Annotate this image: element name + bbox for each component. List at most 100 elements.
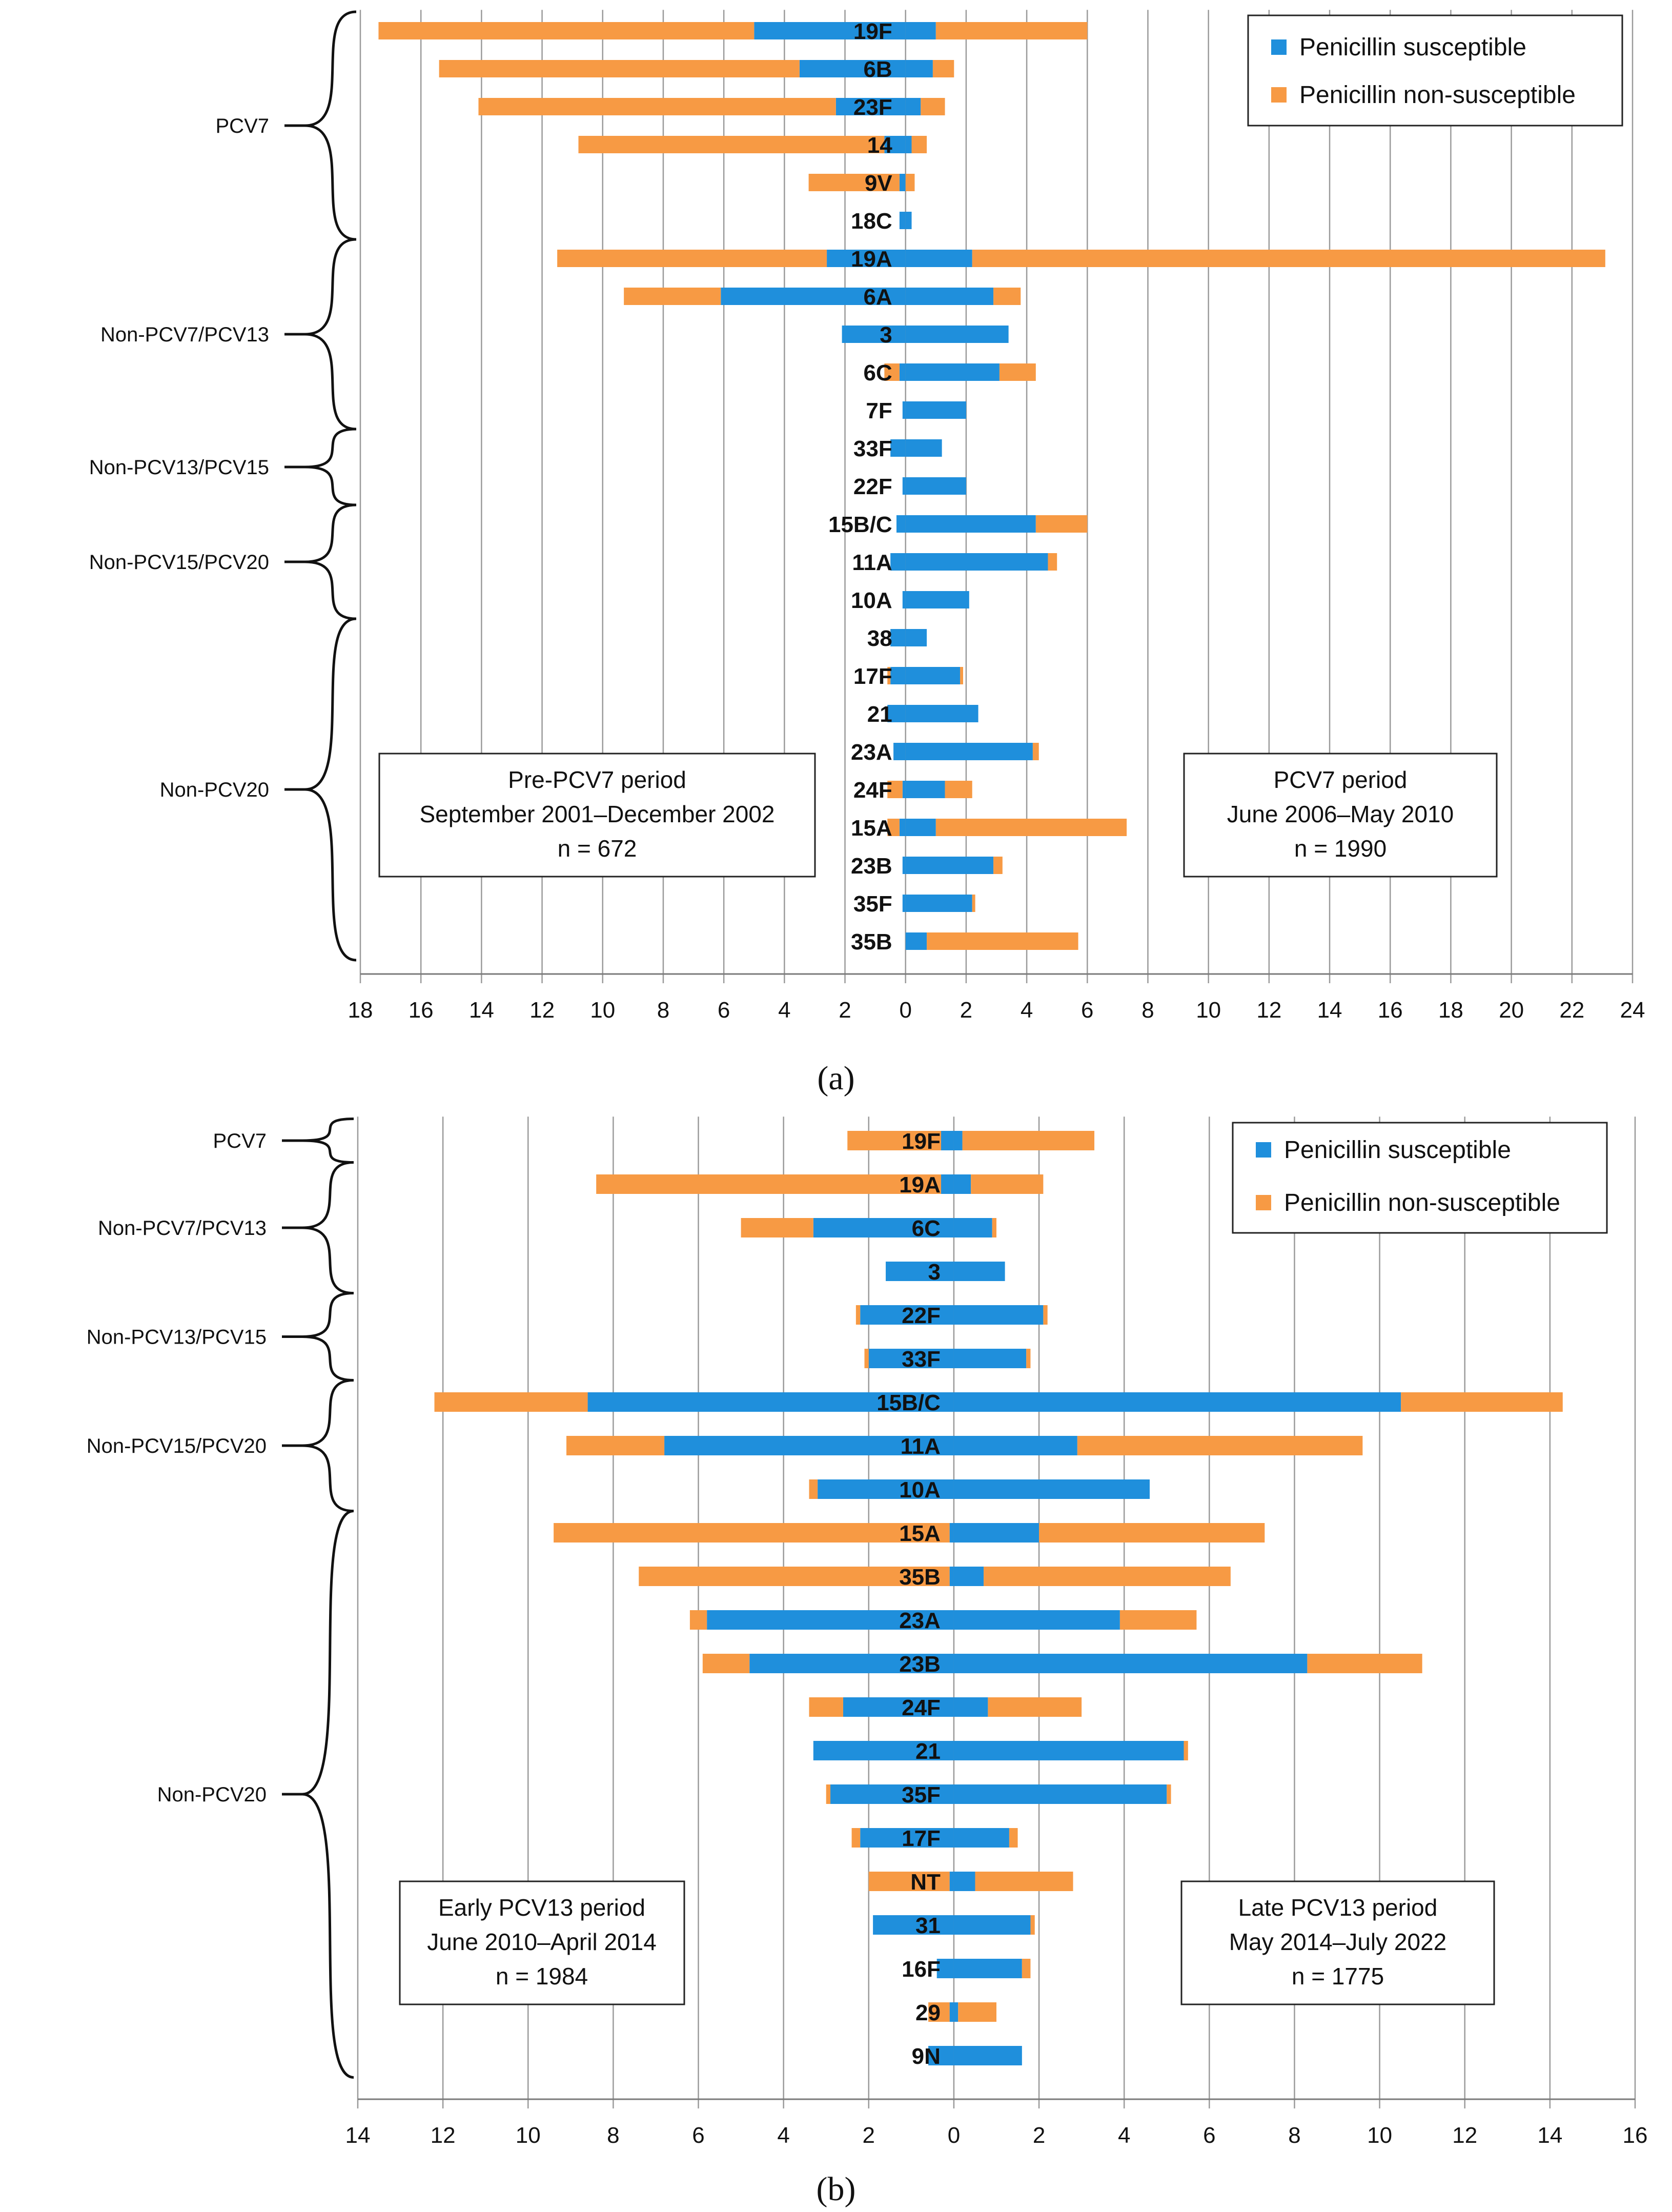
legend-non-susceptible-swatch [1271, 87, 1287, 103]
group-label: Non-PCV20 [157, 1783, 267, 1806]
group-brace [304, 617, 357, 962]
bar-right-non-susceptible [921, 98, 945, 115]
bar-right-non-susceptible [927, 932, 1078, 950]
category-label: 38 [867, 626, 892, 651]
category-label: 11A [901, 1434, 941, 1459]
bar-right-susceptible [953, 1784, 1167, 1804]
bar-right-susceptible [953, 1828, 1009, 1848]
bar-right-susceptible [953, 1479, 1150, 1499]
left-period-count: n = 672 [558, 835, 637, 862]
bar-right-non-susceptible [971, 1174, 1044, 1194]
bar-left-susceptible [896, 515, 906, 533]
x-tick-label: 12 [1452, 2123, 1477, 2148]
bar-left-non-susceptible [884, 363, 900, 381]
left-period-count: n = 1984 [496, 1963, 588, 1990]
bar-right-susceptible [905, 250, 972, 267]
group-brace [302, 1118, 354, 1164]
category-label: 17F [853, 664, 892, 689]
bar-right-susceptible [953, 1392, 1401, 1412]
bar-left-non-susceptible [847, 1131, 942, 1150]
bar-left-non-susceptible [702, 1654, 750, 1673]
category-label: 19F [853, 19, 892, 44]
x-tick-label: 24 [1620, 998, 1645, 1023]
bar-left-non-susceptible [928, 2002, 950, 2022]
bar-left-non-susceptible [826, 1784, 831, 1804]
x-tick-label: 18 [1438, 998, 1463, 1023]
bar-left-non-susceptible [478, 98, 836, 115]
x-tick-label: 8 [607, 2123, 619, 2148]
bar-left-non-susceptible [809, 1479, 818, 1499]
bar-right-non-susceptible [993, 857, 1003, 874]
category-label: 23A [851, 740, 892, 765]
bar-left-susceptible [860, 1828, 954, 1848]
right-period-frame [1183, 753, 1498, 878]
x-tick-label: 2 [1033, 2123, 1045, 2148]
x-tick-label: 12 [431, 2123, 456, 2148]
category-label: 16F [902, 1957, 941, 1982]
x-tick-label: 8 [1288, 2123, 1300, 2148]
legend-non-susceptible-label: Penicillin non-susceptible [1284, 1189, 1560, 1216]
x-tick-label: 2 [863, 2123, 875, 2148]
category-label: 18C [851, 209, 892, 234]
legend-susceptible-label: Penicillin susceptible [1299, 34, 1526, 61]
bar-left-susceptible [902, 857, 906, 874]
group-label: Non-PCV7/PCV13 [100, 323, 269, 346]
bar-right-non-susceptible [945, 781, 972, 798]
bar-right-susceptible [905, 98, 921, 115]
bar-left-susceptible [843, 1697, 954, 1717]
category-label: 33F [902, 1347, 941, 1372]
x-tick-label: 4 [1021, 998, 1033, 1023]
category-label: 35F [853, 891, 892, 917]
left-period-frame [399, 1880, 685, 2005]
group-label: Non-PCV13/PCV15 [87, 1326, 267, 1349]
x-tick-label: 4 [778, 998, 790, 1023]
category-label: 9V [865, 171, 892, 196]
grid-lines [359, 10, 1634, 983]
bar-right-non-susceptible [984, 1567, 1231, 1586]
category-label: 31 [915, 1913, 941, 1938]
category-label: 22F [902, 1303, 941, 1328]
x-tick-label: 12 [529, 998, 555, 1023]
bar-left-susceptible [707, 1610, 954, 1630]
x-tick-label: 16 [409, 998, 434, 1023]
left-period-box: Early PCV13 period June 2010–April 2014 … [399, 1880, 685, 2005]
bar-right-susceptible [905, 477, 966, 495]
category-label: 22F [853, 474, 892, 499]
bar-left-susceptible [890, 667, 906, 684]
bar-left-susceptible [890, 439, 906, 457]
bar-right-susceptible [953, 1654, 1308, 1673]
bar-left-non-susceptible [566, 1436, 665, 1455]
category-label: 14 [867, 133, 892, 158]
bar-right-non-susceptible [1401, 1392, 1563, 1412]
x-tick-label: 4 [777, 2123, 789, 2148]
bar-left-susceptible [664, 1436, 954, 1455]
bar-left-non-susceptible [624, 288, 721, 305]
x-tick-label: 2 [960, 998, 972, 1023]
right-period-title: Late PCV13 period [1238, 1894, 1438, 1921]
bar-right-susceptible [905, 60, 933, 77]
group-brace [304, 428, 357, 506]
category-label: 17F [902, 1826, 941, 1851]
bar-right-susceptible [953, 1741, 1184, 1760]
group-brace [304, 238, 357, 431]
category-label: 15A [899, 1521, 941, 1546]
right-period-count: n = 1990 [1294, 835, 1386, 862]
x-tick-label: 2 [839, 998, 851, 1023]
bar-left-susceptible [873, 1915, 954, 1935]
bar-left-non-susceptible [887, 819, 900, 836]
x-tick-label: 6 [1203, 2123, 1215, 2148]
x-tick-label: 16 [1623, 2123, 1648, 2148]
category-labels: 19F 19A 6C 3 22F 33F 15B/C 11A 10A 15A 35B 23A 23B 24… [876, 1129, 941, 2069]
bar-left-non-susceptible [557, 250, 827, 267]
category-label: 11A [852, 550, 892, 575]
category-label: 19A [851, 247, 892, 272]
category-label: 15A [851, 816, 892, 841]
bar-left-non-susceptible [808, 174, 900, 191]
bar-series [434, 1131, 1563, 2065]
category-label: 9N [912, 2044, 941, 2069]
bar-left-susceptible [902, 401, 906, 419]
x-tick-label: 20 [1499, 998, 1524, 1023]
bar-left-non-susceptible [578, 136, 885, 153]
x-tick-label: 18 [348, 998, 373, 1023]
category-label: 23F [853, 95, 892, 120]
